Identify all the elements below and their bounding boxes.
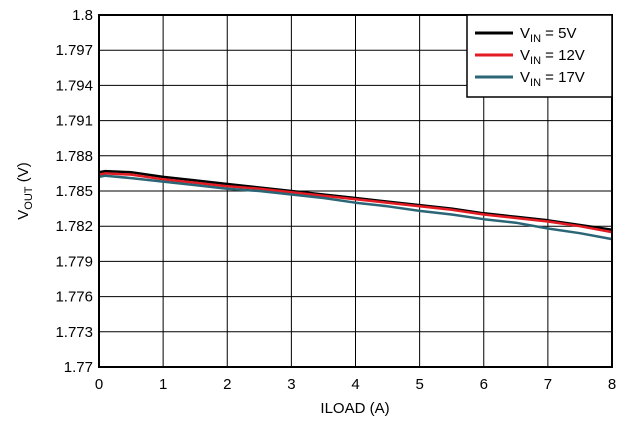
y-tick-label: 1.8 (72, 7, 93, 24)
y-axis-label-main: V (15, 210, 32, 220)
legend-entry-2: VIN = 12V (520, 47, 585, 67)
legend-entry-suffix: = 12V (541, 47, 585, 64)
y-tick-label: 1.788 (55, 148, 93, 165)
y-axis-label-suffix: (V) (15, 162, 32, 186)
legend-entry-suffix: = 5V (541, 25, 576, 42)
x-tick-label: 4 (351, 376, 359, 393)
y-tick-label: 1.77 (64, 359, 93, 376)
y-axis-label-sub: OUT (23, 186, 35, 210)
x-tick-labels: 0 1 2 3 4 5 6 7 8 (95, 376, 616, 393)
x-tick-label: 3 (287, 376, 295, 393)
x-axis-label: ILOAD (A) (320, 400, 389, 417)
x-tick-label: 7 (544, 376, 552, 393)
x-tick-label: 8 (608, 376, 616, 393)
y-tick-labels: 1.77 1.773 1.776 1.779 1.782 1.785 1.788 1.791 1… (55, 7, 93, 376)
legend-entry-main: V (520, 25, 530, 42)
y-tick-label: 1.776 (55, 289, 93, 306)
plot-frame (98, 14, 613, 368)
y-tick-label: 1.785 (55, 183, 93, 200)
legend-entry-main: V (520, 69, 530, 86)
legend-entry-1: VIN = 5V (520, 25, 576, 45)
y-tick-label: 1.779 (55, 253, 93, 270)
y-tick-label: 1.797 (55, 42, 93, 59)
x-tick-label: 5 (415, 376, 423, 393)
legend-entry-suffix: = 17V (541, 69, 585, 86)
y-axis-label: VOUT (V) (15, 162, 35, 219)
x-tick-label: 0 (95, 376, 103, 393)
legend-entry-sub: IN (530, 77, 541, 89)
series-line-2 (98, 172, 613, 234)
x-tick-label: 6 (480, 376, 488, 393)
grid (98, 14, 613, 368)
legend-entry-sub: IN (530, 55, 541, 67)
x-tick-label: 1 (159, 376, 167, 393)
legend-entry-main: V (520, 47, 530, 64)
y-tick-label: 1.791 (55, 113, 93, 130)
y-tick-label: 1.773 (55, 324, 93, 341)
legend-entry-sub: IN (530, 33, 541, 45)
series-line-3 (98, 174, 613, 241)
y-tick-label: 1.794 (55, 77, 93, 94)
legend-entry-3: VIN = 17V (520, 69, 585, 89)
x-tick-label: 2 (223, 376, 231, 393)
series-lines (98, 169, 613, 241)
y-tick-label: 1.782 (55, 218, 93, 235)
